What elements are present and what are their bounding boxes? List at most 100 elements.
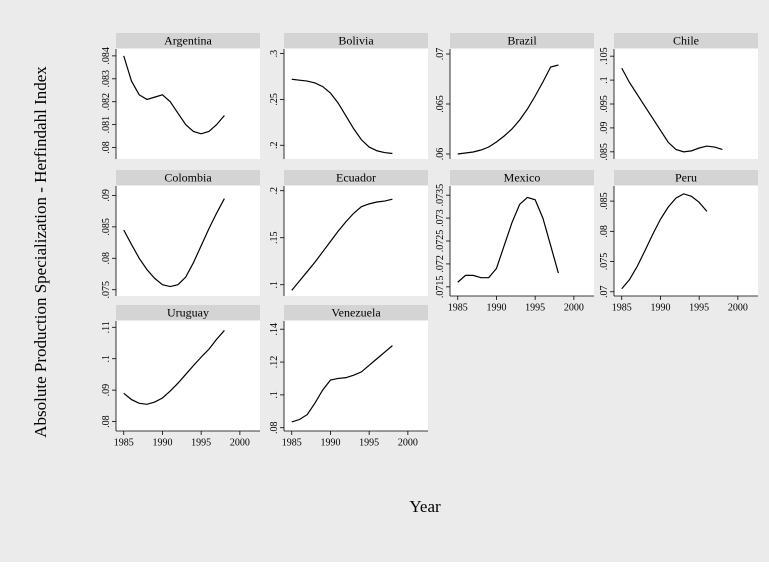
y-tick-label: .1	[269, 391, 280, 399]
panel-title: Venezuela	[331, 305, 381, 319]
y-tick-label: .065	[435, 95, 446, 113]
x-tick-label: 1985	[282, 437, 302, 448]
y-tick-label: .095	[599, 95, 610, 113]
x-tick-label: 1995	[359, 437, 379, 448]
y-tick-label: .075	[599, 253, 610, 271]
panel-title: Uruguay	[167, 305, 209, 319]
y-tick-label: .15	[269, 231, 280, 244]
x-tick-label: 1990	[320, 437, 340, 448]
y-tick-label: .06	[435, 148, 446, 161]
plot-area	[614, 49, 758, 159]
y-tick-label: .0715	[435, 276, 446, 299]
x-tick-label: 2000	[564, 302, 584, 313]
panel: Peru .07 .075 .08 .085 1985 1990 1995 2000	[599, 170, 758, 313]
panel: Venezuela .08 .1 .12 .14 1985 1990 1995 2000	[269, 305, 428, 448]
y-tick-label: .09	[599, 122, 610, 135]
series-line	[123, 55, 225, 135]
plot-area	[284, 49, 428, 159]
x-tick-label: 1990	[486, 302, 506, 313]
panel-title: Mexico	[504, 170, 541, 184]
y-tick-label: .12	[269, 356, 280, 369]
y-tick-label: .14	[269, 323, 280, 336]
plot-area	[116, 186, 260, 296]
y-tick-label: .085	[101, 218, 112, 236]
panel: Mexico .0715 .072 .0725 .073 .0735 1985 1990 199…	[435, 170, 594, 313]
y-tick-label: .08	[101, 415, 112, 428]
panel-header	[116, 33, 260, 48]
x-tick-label: 1995	[525, 302, 545, 313]
y-tick-label: .082	[101, 93, 112, 111]
y-tick-label: .1	[101, 355, 112, 363]
panel-header	[284, 33, 428, 48]
panel: Ecuador .1 .15 .2	[269, 170, 428, 296]
x-tick-label: 2000	[398, 437, 418, 448]
panel-title: Chile	[673, 33, 699, 47]
y-axis-title: Absolute Production Specialization - Her…	[31, 66, 50, 438]
x-tick-label: 2000	[230, 437, 250, 448]
y-tick-label: .3	[269, 50, 280, 58]
y-tick-label: .07	[435, 48, 446, 61]
panel-header	[116, 305, 260, 320]
panel-header	[284, 305, 428, 320]
y-tick-label: .105	[599, 47, 610, 65]
series-line	[621, 193, 708, 290]
x-axis-title: Year	[409, 497, 441, 516]
y-tick-label: .2	[269, 187, 280, 195]
x-tick-label: 1985	[448, 302, 468, 313]
series-line	[123, 330, 225, 405]
panel: Chile .085 .09 .095 .1 .105	[599, 33, 758, 161]
panel-title: Bolivia	[338, 33, 374, 47]
plot-area	[116, 321, 260, 431]
y-tick-label: .25	[269, 93, 280, 106]
y-tick-label: .083	[101, 70, 112, 88]
x-tick-label: 1995	[689, 302, 709, 313]
series-line	[457, 64, 559, 155]
series-line	[291, 198, 393, 291]
panel-header	[450, 33, 594, 48]
plot-area	[284, 186, 428, 296]
panel-header	[450, 170, 594, 185]
series-line	[457, 196, 559, 283]
y-tick-label: .1	[269, 281, 280, 289]
panel-title: Colombia	[164, 170, 212, 184]
y-tick-label: .11	[101, 321, 112, 333]
panel-header	[614, 170, 758, 185]
panel-header	[284, 170, 428, 185]
series-line	[291, 345, 393, 423]
x-tick-label: 1995	[191, 437, 211, 448]
plot-area	[614, 186, 758, 296]
x-tick-label: 1990	[650, 302, 670, 313]
y-tick-label: .0735	[435, 184, 446, 207]
y-tick-label: .08	[101, 252, 112, 265]
panel: Bolivia .2 .25 .3	[269, 33, 428, 159]
x-tick-label: 2000	[728, 302, 748, 313]
y-tick-label: .09	[101, 189, 112, 202]
y-tick-label: .08	[101, 141, 112, 154]
y-tick-label: .081	[101, 116, 112, 134]
panel-title: Ecuador	[336, 170, 376, 184]
panel: Colombia .075 .08 .085 .09	[101, 170, 260, 298]
y-tick-label: .075	[101, 281, 112, 299]
y-tick-label: .07	[599, 286, 610, 299]
panel-title: Brazil	[507, 33, 537, 47]
panel: Uruguay .08 .09 .1 .11 1985 1990 1995 2000	[101, 305, 260, 448]
plot-area	[450, 49, 594, 159]
y-tick-label: .085	[599, 192, 610, 210]
y-tick-label: .085	[599, 143, 610, 161]
series-line	[621, 67, 723, 153]
x-tick-label: 1985	[114, 437, 134, 448]
y-tick-label: .08	[269, 421, 280, 434]
y-tick-label: .08	[599, 225, 610, 238]
x-tick-label: 1985	[612, 302, 632, 313]
panel-title: Argentina	[164, 33, 212, 47]
panel-header	[116, 170, 260, 185]
y-tick-label: .2	[269, 142, 280, 150]
y-tick-label: .0725	[435, 230, 446, 253]
series-line	[291, 78, 393, 155]
panel: Argentina .08 .081 .082 .083 .084	[101, 33, 260, 159]
series-line	[123, 198, 225, 288]
plot-area	[450, 186, 594, 296]
x-tick-label: 1990	[152, 437, 172, 448]
panel-title: Peru	[675, 170, 697, 184]
